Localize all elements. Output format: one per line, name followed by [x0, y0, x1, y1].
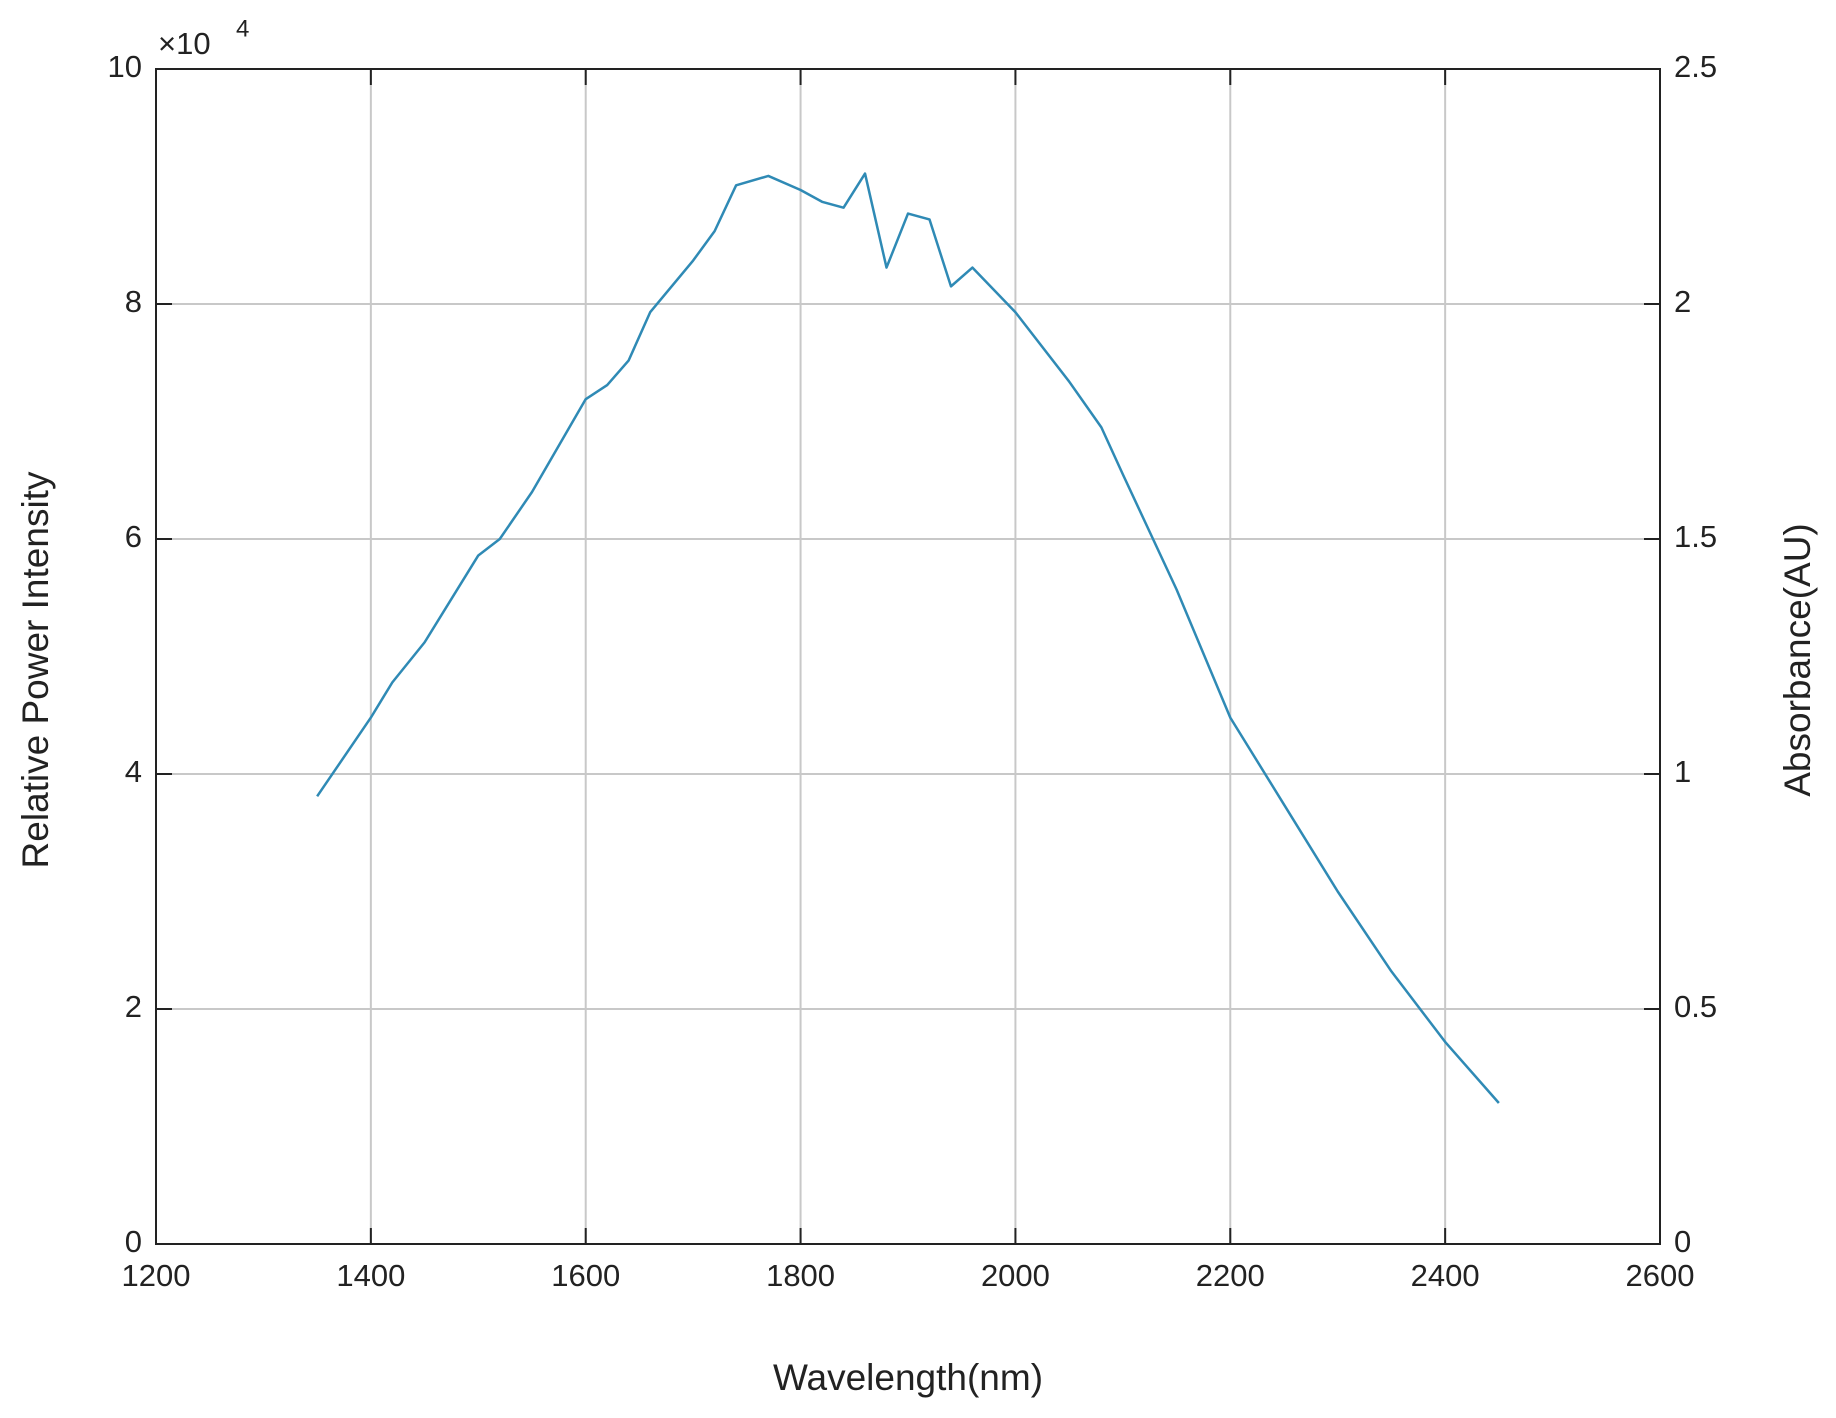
- x-tick-label: 1800: [766, 1258, 835, 1293]
- x-tick-label: 2200: [1196, 1258, 1265, 1293]
- x-tick-label: 1400: [336, 1258, 405, 1293]
- y-tick-label: 4: [125, 754, 142, 789]
- x-tick-label: 1600: [551, 1258, 620, 1293]
- y-tick-label: 8: [125, 284, 142, 319]
- y2-tick-label: 1: [1674, 754, 1691, 789]
- y2-tick-label: 0: [1674, 1224, 1691, 1259]
- y-tick-label: 10: [108, 49, 142, 84]
- x-tick-label: 2400: [1411, 1258, 1480, 1293]
- y-tick-label: 6: [125, 519, 142, 554]
- x-tick-label: 1200: [122, 1258, 191, 1293]
- x-axis-title: Wavelength(nm): [773, 1357, 1043, 1398]
- y2-tick-label: 1.5: [1674, 519, 1717, 554]
- x-tick-label: 2600: [1626, 1258, 1695, 1293]
- y-exponent-power: 4: [236, 15, 249, 42]
- y2-tick-label: 2.5: [1674, 49, 1717, 84]
- y-tick-label: 2: [125, 989, 142, 1024]
- y-axis-title: Relative Power Intensity: [15, 471, 56, 868]
- y-tick-label: 0: [125, 1224, 142, 1259]
- y2-axis-title: Absorbance(AU): [1777, 523, 1818, 797]
- y2-tick-label: 0.5: [1674, 989, 1717, 1024]
- plot-frame: [155, 68, 1661, 1245]
- data-line: [316, 172, 1500, 1104]
- x-tick-label: 2000: [981, 1258, 1050, 1293]
- y2-tick-label: 2: [1674, 284, 1691, 319]
- y-exponent-base: ×10: [158, 26, 211, 61]
